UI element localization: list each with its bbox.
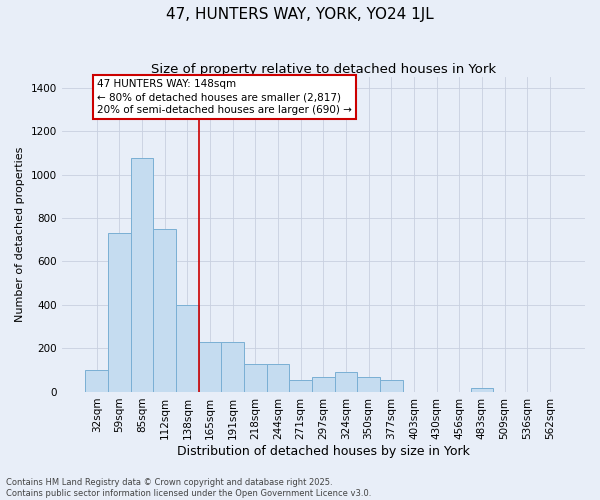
Bar	[199, 342, 221, 392]
Bar	[108, 233, 131, 392]
Bar	[266, 364, 289, 392]
Bar	[131, 158, 154, 392]
Bar	[176, 305, 199, 392]
Bar	[470, 388, 493, 392]
Bar	[358, 376, 380, 392]
Text: Contains HM Land Registry data © Crown copyright and database right 2025.
Contai: Contains HM Land Registry data © Crown c…	[6, 478, 371, 498]
Bar	[154, 229, 176, 392]
Bar	[380, 380, 403, 392]
Bar	[85, 370, 108, 392]
Title: Size of property relative to detached houses in York: Size of property relative to detached ho…	[151, 62, 496, 76]
Text: 47, HUNTERS WAY, YORK, YO24 1JL: 47, HUNTERS WAY, YORK, YO24 1JL	[166, 8, 434, 22]
Bar	[244, 364, 266, 392]
Bar	[221, 342, 244, 392]
Bar	[289, 380, 312, 392]
Y-axis label: Number of detached properties: Number of detached properties	[15, 146, 25, 322]
X-axis label: Distribution of detached houses by size in York: Distribution of detached houses by size …	[177, 444, 470, 458]
Text: 47 HUNTERS WAY: 148sqm
← 80% of detached houses are smaller (2,817)
20% of semi-: 47 HUNTERS WAY: 148sqm ← 80% of detached…	[97, 79, 352, 115]
Bar	[312, 376, 335, 392]
Bar	[335, 372, 358, 392]
